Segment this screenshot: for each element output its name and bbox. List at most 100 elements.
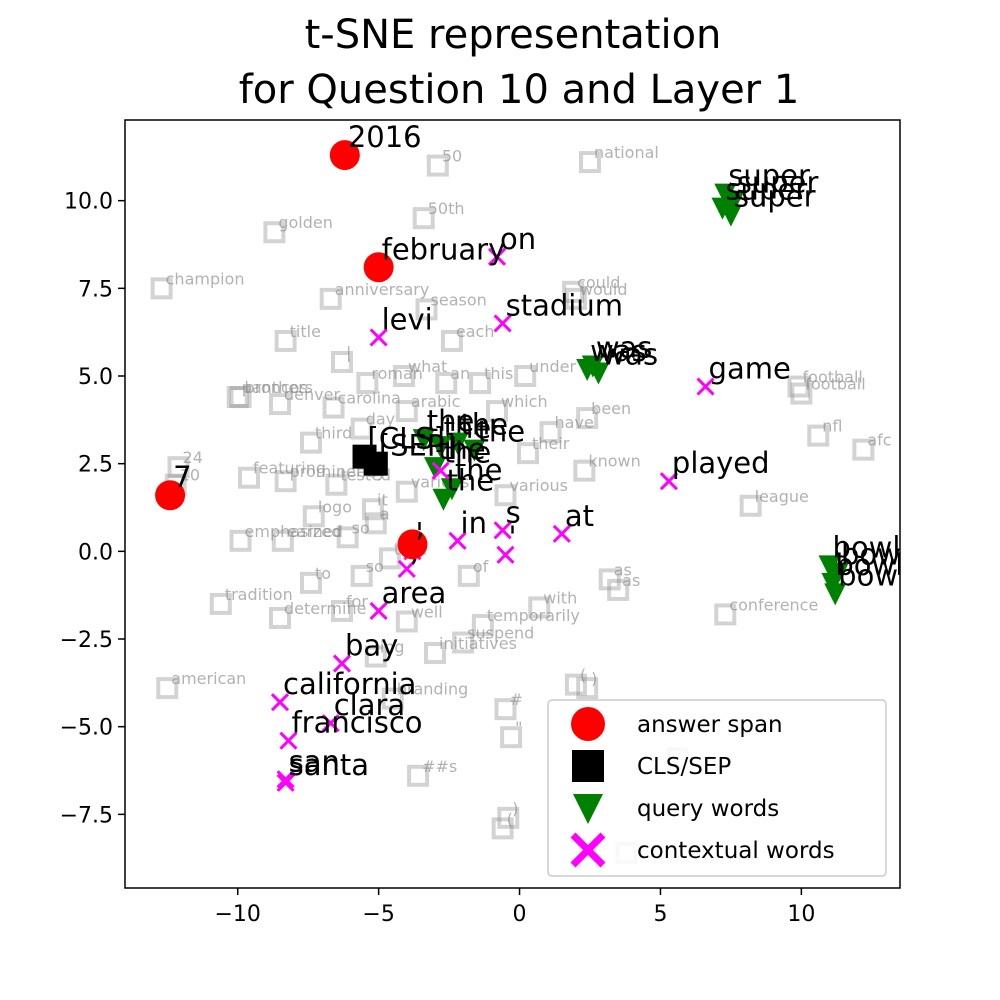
background-word-label: each (456, 322, 495, 341)
x-tick-label: 0 (513, 902, 527, 927)
query-word-marker (719, 204, 742, 227)
background-word-label: ( (580, 666, 586, 685)
background-word-marker (167, 456, 190, 479)
point-label: 7 (173, 460, 191, 494)
background-word-marker (514, 365, 537, 387)
background-word-marker (714, 603, 737, 626)
background-word-marker (576, 677, 599, 700)
query-word-marker (424, 457, 446, 480)
background-word-label: tradition (225, 585, 293, 604)
point-label: was (596, 330, 653, 364)
background-word-label: " (515, 718, 522, 737)
background-word-marker (607, 578, 630, 601)
point-label: california (283, 667, 416, 701)
point-label: [CLS] (368, 422, 445, 456)
background-word-marker (598, 568, 621, 591)
background-word-label: conference (729, 595, 818, 614)
background-word-label: have (555, 413, 594, 432)
background-word-marker (336, 526, 359, 549)
background-word-marker (412, 207, 435, 230)
query-word-marker (576, 358, 599, 381)
background-word-marker (494, 484, 517, 507)
point-label: super (737, 166, 819, 200)
point-label: super (734, 180, 816, 214)
point-label: levi (382, 302, 433, 336)
background-word-marker (364, 645, 387, 668)
background-word-marker (356, 372, 379, 395)
background-word-marker (497, 806, 520, 829)
background-word-label: logo (318, 497, 352, 516)
contextual-word-marker (696, 377, 715, 396)
background-word-marker (564, 673, 587, 696)
background-word-label: ##s (422, 757, 457, 776)
background-word-label: anniversary (335, 280, 430, 299)
x-tick-label: 5 (653, 902, 667, 927)
point-label: area (382, 576, 447, 610)
chart-title-line-2: for Question 10 and Layer 1 (239, 67, 800, 113)
background-word-label: league (755, 487, 809, 506)
background-word-marker (852, 438, 875, 461)
background-word-marker (362, 498, 384, 521)
background-word-label: various (509, 476, 568, 495)
point-label: , (415, 509, 424, 543)
contextual-word-marker (397, 559, 416, 578)
y-tick-label: −5.0 (60, 716, 113, 741)
background-word-marker (426, 154, 449, 177)
background-word-label: roman (371, 364, 423, 383)
point-label: at (565, 499, 594, 533)
contextual-word-marker (493, 314, 512, 333)
point-label: s (506, 495, 521, 529)
background-word-label: panthers (242, 378, 313, 397)
legend: answer span CLS/SEP query words contextual … (547, 699, 887, 877)
point-label: was (590, 334, 647, 368)
background-word-marker (457, 564, 480, 587)
background-word-label: for (346, 592, 368, 611)
background-word-marker (226, 386, 249, 409)
background-word-label: title (290, 322, 321, 341)
background-word-marker (300, 571, 322, 594)
background-word-label: arabic (411, 392, 461, 411)
point-label: in (461, 506, 487, 540)
background-word-label: 24 (183, 448, 203, 467)
point-label: francisco (291, 706, 422, 740)
background-word-label: as (622, 571, 640, 590)
background-word-marker (274, 470, 297, 493)
background-word-label: could (577, 273, 620, 292)
background-word-label: temporarily (487, 606, 580, 625)
background-word-marker (274, 329, 297, 352)
point-label: game (709, 352, 791, 386)
legend-box (547, 699, 887, 877)
background-word-marker (564, 287, 587, 310)
point-label: the (477, 415, 525, 449)
background-word-label: under (529, 357, 576, 376)
background-word-label: an (450, 364, 470, 383)
answer-span-marker (397, 529, 428, 560)
background-word-marker (381, 687, 404, 710)
point-label: february (382, 232, 506, 266)
point-label: bowl (838, 558, 906, 592)
chart-title-line-1: t-SNE representation (305, 12, 722, 58)
background-word-marker (229, 529, 252, 552)
point-label: bowl (835, 548, 903, 582)
answer-span-marker (155, 480, 186, 511)
y-tick-label: 10.0 (64, 190, 113, 215)
background-word-label: initiatives (439, 634, 517, 653)
background-word-label: earned (287, 522, 343, 541)
answer-span-marker (363, 252, 394, 283)
background-word-label: a (380, 504, 390, 523)
query-word-marker (463, 439, 486, 462)
background-word-label: broncos (245, 378, 308, 397)
contextual-word-marker (321, 714, 340, 733)
point-label: played (672, 446, 770, 480)
background-word-marker (322, 396, 345, 419)
background-word-marker (471, 613, 494, 636)
background-word-label: football (805, 375, 865, 394)
y-tick-label: −7.5 (60, 803, 113, 828)
legend-contextual-words-marker (570, 832, 606, 868)
background-word-marker (263, 221, 286, 244)
query-word-marker (824, 583, 847, 606)
background-word-marker (573, 459, 596, 482)
background-word-label: determine (284, 599, 366, 618)
legend-answer-span-marker (571, 707, 605, 741)
background-word-label: with (543, 588, 577, 607)
